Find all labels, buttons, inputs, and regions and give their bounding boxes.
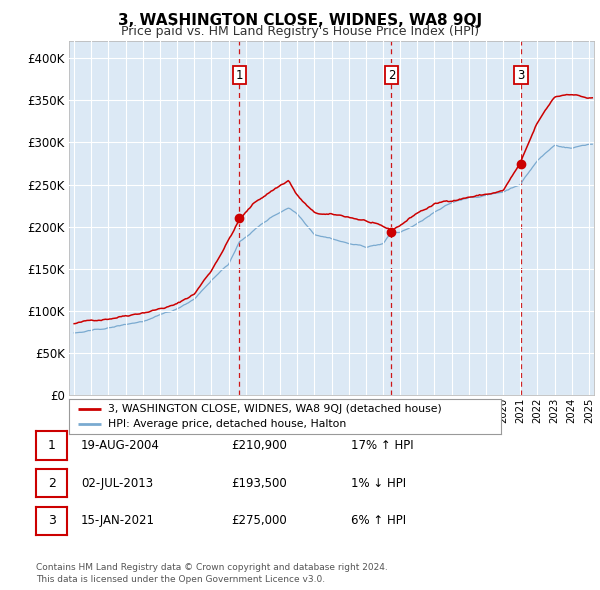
Text: 3, WASHINGTON CLOSE, WIDNES, WA8 9QJ (detached house): 3, WASHINGTON CLOSE, WIDNES, WA8 9QJ (de… (108, 404, 442, 414)
Text: 3, WASHINGTON CLOSE, WIDNES, WA8 9QJ: 3, WASHINGTON CLOSE, WIDNES, WA8 9QJ (118, 13, 482, 28)
Text: £193,500: £193,500 (231, 477, 287, 490)
Text: Contains HM Land Registry data © Crown copyright and database right 2024.
This d: Contains HM Land Registry data © Crown c… (36, 563, 388, 584)
Text: 1% ↓ HPI: 1% ↓ HPI (351, 477, 406, 490)
Text: 02-JUL-2013: 02-JUL-2013 (81, 477, 153, 490)
Text: £210,900: £210,900 (231, 439, 287, 452)
Text: £275,000: £275,000 (231, 514, 287, 527)
Text: 1: 1 (236, 68, 243, 81)
Text: 2: 2 (47, 477, 56, 490)
Text: 3: 3 (517, 68, 524, 81)
Text: 17% ↑ HPI: 17% ↑ HPI (351, 439, 413, 452)
Text: 15-JAN-2021: 15-JAN-2021 (81, 514, 155, 527)
Text: 2: 2 (388, 68, 395, 81)
Text: 1: 1 (47, 439, 56, 452)
Text: 3: 3 (47, 514, 56, 527)
Text: 19-AUG-2004: 19-AUG-2004 (81, 439, 160, 452)
Text: Price paid vs. HM Land Registry's House Price Index (HPI): Price paid vs. HM Land Registry's House … (121, 25, 479, 38)
Text: HPI: Average price, detached house, Halton: HPI: Average price, detached house, Halt… (108, 419, 346, 430)
Text: 6% ↑ HPI: 6% ↑ HPI (351, 514, 406, 527)
